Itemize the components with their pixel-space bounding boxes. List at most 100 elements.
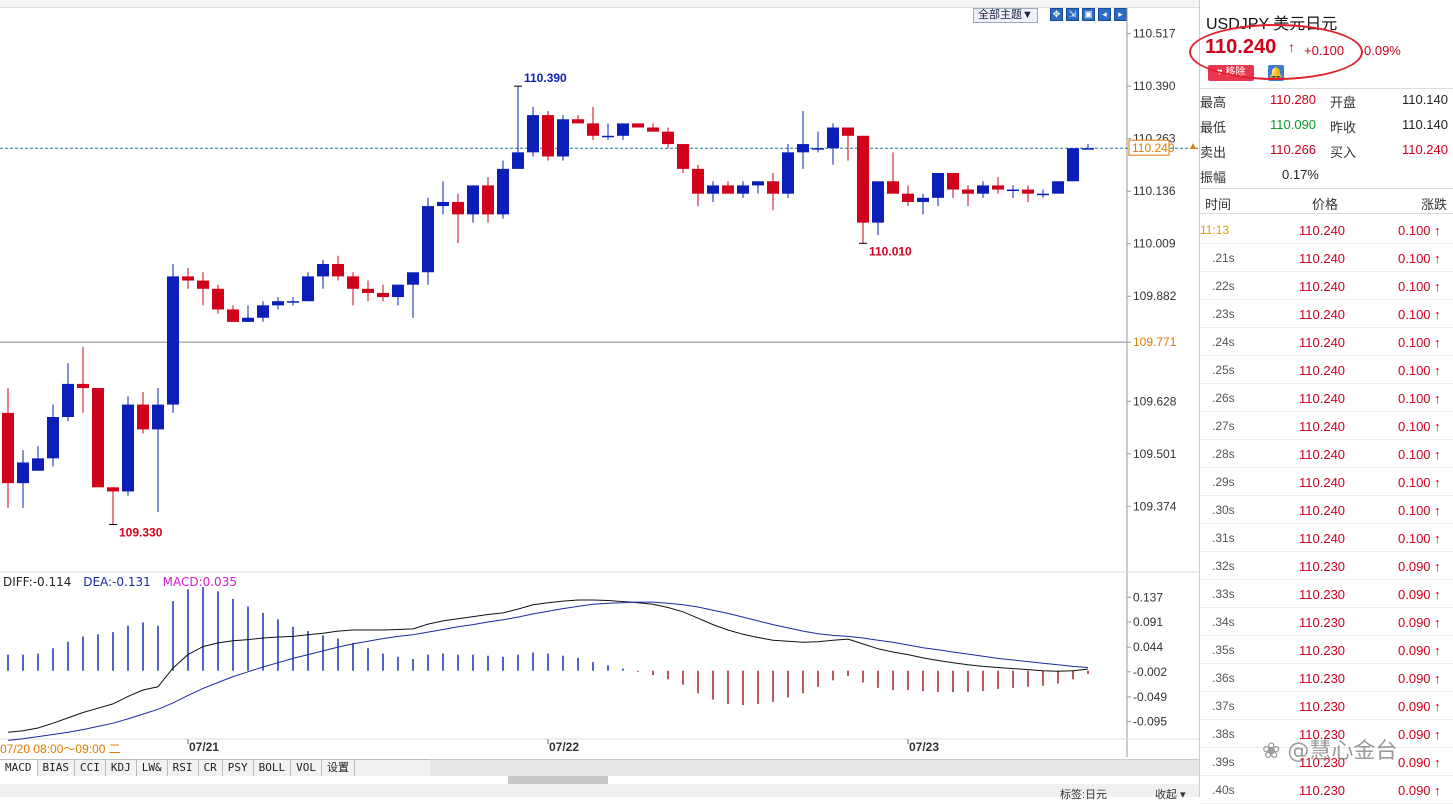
tick-row: .29s 110.240 0.100 ↑ [1200,468,1453,496]
date-label-first: 07/20 08:00～09:00 二 [0,742,121,756]
tab-bias[interactable]: BIAS [38,760,75,776]
tick-price: 110.240 [1299,223,1346,238]
price-chart-svg[interactable]: 110.517110.390110.263110.136110.009109.8… [0,0,1200,797]
tick-price: 110.230 [1299,671,1346,686]
tick-time: .29s [1212,475,1235,489]
expand-icon[interactable]: ✥ [1050,8,1063,21]
extreme-label: 110.010 [869,244,912,258]
date-label-0722: 07/22 [549,740,580,754]
tick-change-value: 0.090 [1398,699,1431,714]
macd-y-tick-label: -0.095 [1133,715,1167,729]
indicator-tabs: MACD BIAS CCI KDJ LW& RSI CR PSY BOLL VO… [0,759,430,776]
footer-tag-label: 标签:日元 [1060,789,1108,801]
zoom-out-icon[interactable]: ▸ [1114,8,1127,21]
up-arrow-icon: ↑ [1434,223,1441,238]
tab-cci[interactable]: CCI [75,760,106,776]
candle-body [527,115,539,153]
y-tick-label: 109.628 [1133,394,1177,408]
tick-change-value: 0.090 [1398,559,1431,574]
tick-row: .32s 110.230 0.090 ↑ [1200,552,1453,580]
up-arrow-icon: ↑ [1434,503,1441,518]
up-arrow-icon: ↑ [1434,783,1441,798]
candle-body [782,152,794,194]
tab-rsi[interactable]: RSI [168,760,199,776]
tick-time: .26s [1212,391,1235,405]
tick-change: 0.090 ↑ [1398,643,1441,658]
candle-body [962,189,974,194]
watermark: ❀ @慧心金台 [1262,739,1398,764]
tick-change-value: 0.090 [1398,615,1431,630]
candle-body [287,301,299,303]
stat-row: 振幅 0.17% [1200,164,1453,189]
tick-row: 11:13 110.240 0.100 ↑ [1200,216,1453,244]
tick-change-value: 0.090 [1398,755,1431,770]
candle-body [677,144,689,169]
tick-time: .40s [1212,783,1235,797]
resize-icon[interactable]: ⇲ [1066,8,1079,21]
stat-label: 最高 [1200,95,1227,110]
tick-change: 0.100 ↑ [1398,503,1441,518]
tick-change: 0.100 ↑ [1398,447,1441,462]
tick-time: .22s [1212,279,1235,293]
candle-body [842,127,854,136]
tab-kdj[interactable]: KDJ [106,760,137,776]
tick-change: 0.100 ↑ [1398,475,1441,490]
candle-body [482,185,494,215]
tick-list[interactable]: 11:13 110.240 0.100 ↑ .21s 110.240 0.100 ↑ .22… [1200,216,1453,804]
quote-stats: 最高 110.280 开盘 110.140 最低 110.090 昨收 110.… [1200,88,1453,189]
tick-price: 110.240 [1299,419,1346,434]
tick-time: .35s [1212,643,1235,657]
tick-time: .37s [1212,699,1235,713]
fit-icon[interactable]: ▣ [1082,8,1095,21]
stat-label: 昨收 [1330,120,1357,135]
tick-price: 110.230 [1299,755,1346,770]
candle-body [77,383,89,389]
chart-scroll-strip[interactable] [430,759,1200,776]
scroll-handle[interactable] [508,776,608,784]
tick-price: 110.230 [1299,615,1346,630]
candle-body [257,305,269,318]
candle-body [107,487,119,492]
tab-macd[interactable]: MACD [0,760,38,776]
candle-body [272,301,284,306]
stat-label: 卖出 [1200,145,1227,160]
up-arrow-icon: ↑ [1434,279,1441,294]
tick-change-value: 0.090 [1398,783,1431,798]
tab-vol[interactable]: VOL [291,760,322,776]
candle-body [692,168,704,194]
stat-row: 最低 110.090 昨收 110.140 [1200,114,1453,139]
macd-diff-line [7,599,1089,733]
up-arrow-icon: ↑ [1434,335,1441,350]
tick-change-value: 0.100 [1398,503,1431,518]
current-price-box [1128,139,1170,156]
tick-change-value: 0.100 [1398,335,1431,350]
tick-time: 11:13 [1200,223,1230,237]
candle-body [857,135,869,223]
stat-label: 买入 [1330,145,1357,160]
up-arrow-icon: ↑ [1434,475,1441,490]
tick-price: 110.240 [1299,503,1346,518]
tab-settings[interactable]: 设置 [322,760,355,776]
tick-row: .34s 110.230 0.090 ↑ [1200,608,1453,636]
chart-area[interactable]: 全部主题▼ ✥ ⇲ ▣ ◂ ▸ 110.517 110.390 110.263 110… [0,0,1200,801]
tick-time: .23s [1212,307,1235,321]
tick-time: .25s [1212,363,1235,377]
candle-body [1007,189,1019,192]
tab-boll[interactable]: BOLL [254,760,292,776]
tab-lw[interactable]: LW& [137,760,168,776]
tick-change-value: 0.100 [1398,447,1431,462]
candle-body [572,119,584,124]
tab-psy[interactable]: PSY [223,760,254,776]
zoom-in-icon[interactable]: ◂ [1098,8,1111,21]
tick-price: 110.230 [1299,727,1346,742]
tab-cr[interactable]: CR [199,760,223,776]
tick-price: 110.240 [1299,307,1346,322]
collapse-button[interactable]: 收起 ▾ [1155,789,1186,801]
tick-change-value: 0.100 [1398,251,1431,266]
tick-change: 0.100 ↑ [1398,251,1441,266]
candle-body [1037,193,1049,196]
tick-change: 0.100 ↑ [1398,335,1441,350]
candle-body [722,185,734,194]
tick-change-value: 0.090 [1398,671,1431,686]
theme-dropdown[interactable]: 全部主题▼ [973,8,1038,23]
